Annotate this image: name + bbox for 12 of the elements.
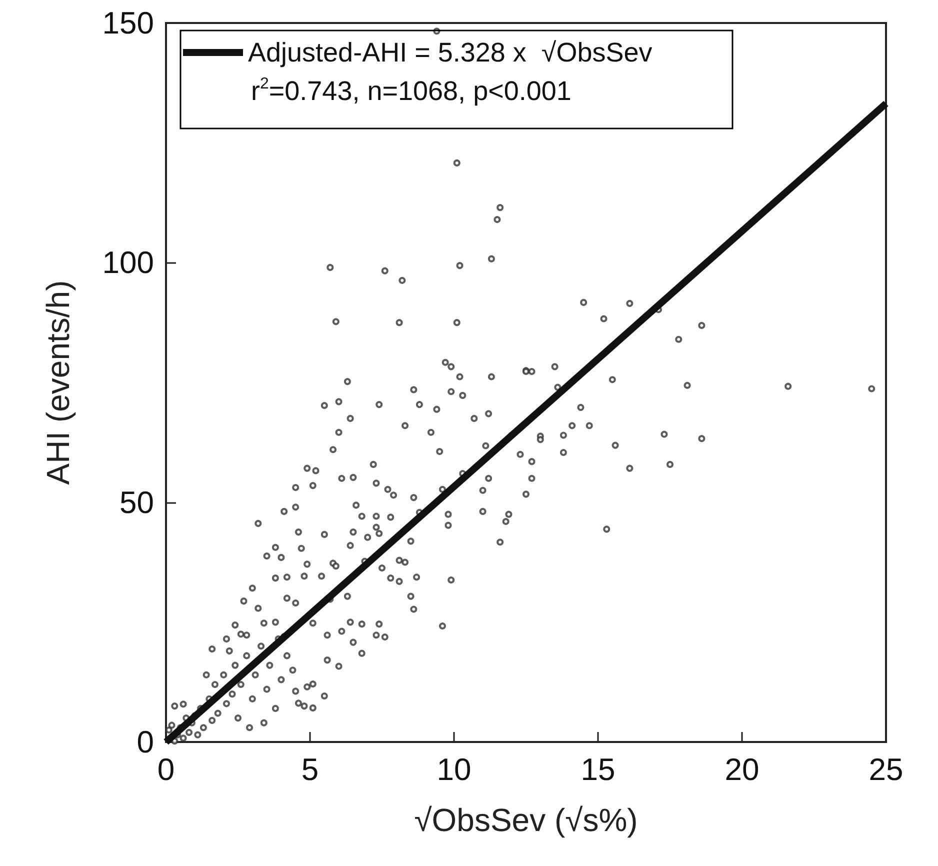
legend-label: Adjusted-AHI = 5.328 x √ObsSev (248, 38, 653, 68)
x-tick-label: 15 (580, 752, 616, 787)
x-tick-label: 20 (724, 752, 760, 787)
y-tick-label: 0 (136, 724, 154, 760)
x-tick-label: 10 (436, 752, 472, 787)
y-tick-label: 100 (102, 245, 154, 280)
y-tick-label: 50 (120, 484, 154, 520)
x-tick-label: 5 (301, 752, 319, 787)
x-tick-label: 25 (868, 752, 904, 787)
y-tick-label: 150 (102, 6, 154, 40)
x-axis-title: √ObsSev (√s%) (414, 802, 638, 838)
y-axis-title: AHI (events/h) (40, 280, 76, 485)
